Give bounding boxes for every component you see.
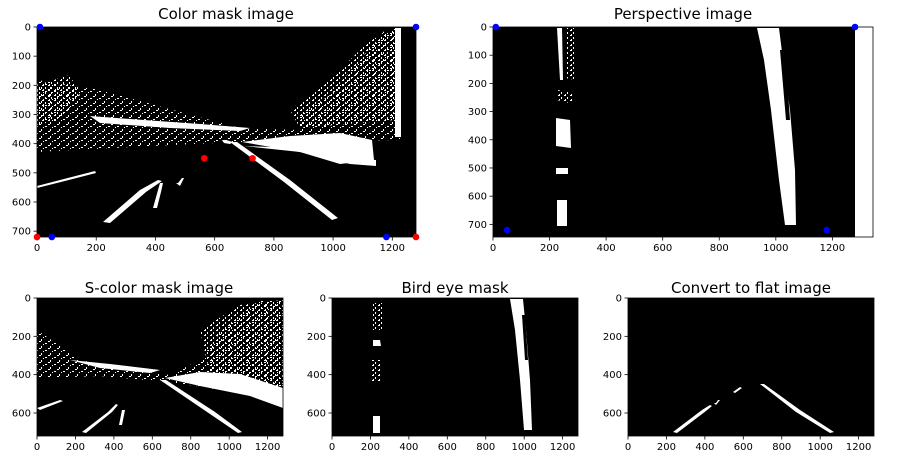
x-tick-label: 0 (34, 442, 40, 453)
axes-frame (36, 26, 417, 238)
x-tick-label: 600 (205, 243, 224, 254)
y-tick-label: 600 (12, 198, 31, 209)
x-tick-label: 1200 (820, 243, 845, 254)
x-tick-label: 200 (540, 243, 559, 254)
x-tick-label: 0 (329, 442, 335, 453)
y-tick-label: 600 (468, 192, 487, 203)
marker-point (36, 23, 44, 31)
marker-point (48, 233, 56, 241)
panel-title: S-color mask image (85, 279, 233, 297)
x-tick-label: 0 (34, 243, 40, 254)
x-tick-label: 800 (710, 243, 729, 254)
y-tick-label: 0 (25, 23, 31, 34)
x-tick-label: 600 (143, 442, 162, 453)
mask-content (673, 384, 834, 433)
x-tick-label: 600 (734, 442, 753, 453)
image-area (493, 27, 873, 237)
marker-point (412, 23, 420, 31)
marker-point (503, 226, 511, 234)
panel-color-mask: Color mask image 0 200 400 600 800 1000 1200 0 1… (12, 5, 420, 254)
x-tick-label: 1000 (511, 442, 536, 453)
x-tick-label: 800 (264, 243, 283, 254)
y-tick-label: 400 (12, 370, 31, 381)
mask-content (372, 299, 532, 433)
y-tick-label: 300 (468, 107, 487, 118)
y-tick-label: 500 (468, 163, 487, 174)
marker-point (851, 23, 859, 31)
x-tick-label: 1200 (255, 442, 280, 453)
x-tick-label: 1000 (216, 442, 241, 453)
panel-flat-image: Convert to flat image 0 200 400 600 800 1000 1… (603, 279, 875, 453)
y-tick-label: 0 (320, 294, 326, 305)
marker-point (823, 226, 831, 234)
x-tick-label: 200 (87, 243, 106, 254)
y-tick-label: 600 (307, 409, 326, 420)
y-tick-label: 400 (603, 370, 622, 381)
axes-frame (331, 297, 579, 437)
panel-title: Perspective image (614, 5, 752, 23)
x-tick-label: 600 (438, 442, 457, 453)
panel-s-color-mask: S-color mask image 0 200 400 600 800 1000 1200… (12, 279, 284, 453)
y-tick-label: 700 (12, 227, 31, 238)
panel-title: Convert to flat image (671, 279, 831, 297)
marker-point (200, 154, 208, 162)
x-tick-label: 400 (146, 243, 165, 254)
mask-content (556, 27, 873, 237)
y-tick-label: 0 (616, 294, 622, 305)
axes-frame (36, 297, 284, 437)
y-tick-label: 400 (12, 139, 31, 150)
y-tick-label: 200 (468, 79, 487, 90)
image-area (332, 298, 578, 436)
marker-point (492, 23, 500, 31)
x-tick-label: 200 (66, 442, 85, 453)
y-tick-label: 300 (12, 110, 31, 121)
x-tick-label: 800 (181, 442, 200, 453)
axes-frame (492, 26, 874, 238)
y-tick-label: 100 (468, 51, 487, 62)
x-tick-label: 1200 (550, 442, 575, 453)
panel-perspective: Perspective image 0 200 400 600 800 1000 1200 0… (468, 5, 874, 254)
y-tick-label: 400 (468, 135, 487, 146)
x-tick-label: 800 (476, 442, 495, 453)
y-tick-label: 400 (307, 370, 326, 381)
x-tick-label: 0 (490, 243, 496, 254)
x-tick-label: 200 (657, 442, 676, 453)
y-tick-label: 200 (307, 332, 326, 343)
y-tick-label: 100 (12, 52, 31, 63)
x-tick-label: 400 (695, 442, 714, 453)
x-tick-label: 1000 (320, 243, 345, 254)
mask-content (37, 300, 283, 433)
marker-point (249, 154, 256, 162)
x-tick-label: 400 (399, 442, 418, 453)
x-tick-label: 1000 (807, 442, 832, 453)
panel-title: Bird eye mask (401, 279, 508, 297)
y-tick-label: 700 (468, 220, 487, 231)
x-tick-label: 1200 (380, 243, 405, 254)
y-tick-label: 200 (12, 81, 31, 92)
y-tick-label: 600 (603, 409, 622, 420)
x-tick-label: 1200 (846, 442, 871, 453)
y-tick-label: 600 (12, 409, 31, 420)
x-tick-label: 600 (653, 243, 672, 254)
y-tick-label: 0 (481, 23, 487, 34)
panel-bird-eye-mask: Bird eye mask 0 200 400 600 800 1000 1200 0 200 4… (307, 279, 579, 453)
axes-frame (627, 297, 875, 437)
x-tick-label: 0 (625, 442, 631, 453)
y-tick-label: 200 (12, 332, 31, 343)
x-tick-label: 800 (772, 442, 791, 453)
mask-content (37, 28, 401, 223)
x-tick-label: 1000 (763, 243, 788, 254)
image-area (628, 298, 874, 436)
marker-point (412, 233, 420, 241)
x-tick-label: 400 (597, 243, 616, 254)
y-tick-label: 500 (12, 168, 31, 179)
marker-point (383, 233, 390, 241)
marker-point (33, 233, 41, 241)
x-tick-label: 400 (104, 442, 123, 453)
panel-title: Color mask image (158, 5, 294, 23)
y-tick-label: 0 (25, 294, 31, 305)
y-tick-label: 200 (603, 332, 622, 343)
x-tick-label: 200 (361, 442, 380, 453)
